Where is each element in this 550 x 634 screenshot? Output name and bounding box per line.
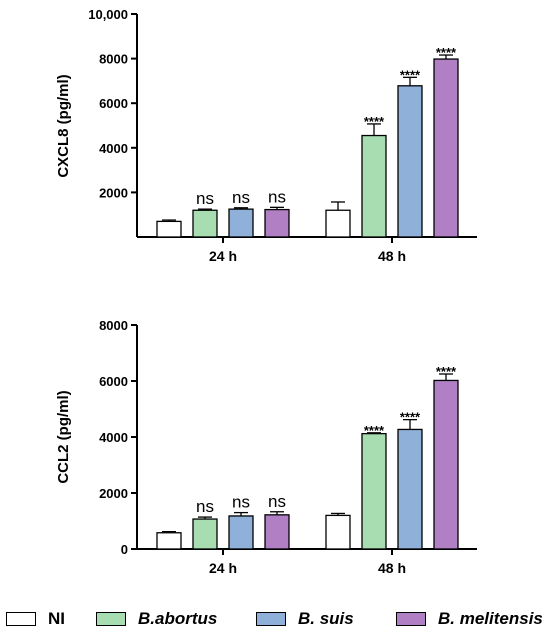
panel1-significance-label-b-abortus-24-h: ns	[196, 189, 214, 208]
panel2-x-tick-label: 48 h	[378, 560, 406, 576]
panel2-significance-label-b-melitensis-48-h: ****	[436, 364, 457, 379]
panel1-significance-label-b-abortus-48-h: ****	[364, 114, 385, 129]
panel1-y-tick-label: 2000	[99, 185, 128, 200]
panel2-y-tick-label: 8000	[99, 318, 128, 333]
panel2-significance-label-b-suis-24-h: ns	[232, 493, 250, 512]
panel2-significance-label-b-abortus-24-h: ns	[196, 497, 214, 516]
legend-label-b-abortus: B.abortus	[138, 609, 218, 628]
panel2-bar-b-melitensis-48-h	[433, 379, 459, 550]
panel2-y-axis-label: CCL2 (pg/ml)	[55, 390, 72, 483]
panel1-bar-b-suis-24-h	[228, 208, 254, 238]
legend-item-b-melitensis: B. melitensis	[396, 604, 543, 634]
legend-swatch-ni	[6, 612, 36, 626]
legend-item-b-abortus: B.abortus	[96, 604, 217, 634]
legend-label-ni: NI	[48, 609, 65, 628]
panel2-y-tick-label: 6000	[99, 374, 128, 389]
panel2-bar-b-abortus-48-h	[361, 432, 387, 550]
panel2-y-tick-label: 2000	[99, 486, 128, 501]
panel1-x-tick-label: 48 h	[378, 248, 406, 264]
panel1-y-axis-label: CXCL8 (pg/ml)	[55, 74, 72, 177]
panel1-bar-b-abortus-48-h	[361, 134, 387, 238]
legend-label-b-melitensis: B. melitensis	[438, 609, 543, 628]
panel2-bar-ni-24-h	[156, 532, 182, 550]
panel1-y-tick-label: 4000	[99, 141, 128, 156]
panel1-significance-label-b-melitensis-48-h: ****	[436, 45, 457, 60]
legend-swatch-b-abortus	[96, 612, 126, 626]
panel1-bar-b-suis-48-h	[397, 85, 423, 238]
panel2-bar-b-suis-24-h	[228, 515, 254, 550]
panel1-y-tick-label: 6000	[99, 96, 128, 111]
panel2-bar-b-suis-48-h	[397, 428, 423, 550]
panel2-y-tick-label: 0	[121, 542, 128, 557]
panel2-bar-ni-48-h	[325, 514, 351, 550]
panel1-bar-b-melitensis-48-h	[433, 58, 459, 238]
panel1-x-tick-label: 24 h	[209, 248, 237, 264]
panel1-bar-b-melitensis-24-h	[264, 208, 290, 238]
panel2-y-tick-label: 4000	[99, 430, 128, 445]
panel2-significance-label-b-suis-48-h: ****	[400, 410, 421, 425]
panel1-y-tick-label: 8000	[99, 52, 128, 67]
panel1-bar-ni-48-h	[325, 209, 351, 238]
legend-swatch-b-melitensis	[396, 612, 426, 626]
panel1-bar-ni-24-h	[156, 220, 182, 238]
panel1-significance-label-b-suis-48-h: ****	[400, 67, 421, 82]
chart-svg: 2000 4000 6000 8000 10,000 CXCL8 (pg/ml) 24 h 4…	[55, 7, 477, 576]
panel1-significance-label-b-melitensis-24-h: ns	[268, 187, 286, 206]
panel2-bar-b-abortus-24-h	[192, 518, 218, 550]
panel2-bar-b-melitensis-24-h	[264, 514, 290, 550]
panel1-significance-label-b-suis-24-h: ns	[232, 188, 250, 207]
legend-item-ni: NI	[6, 604, 65, 634]
legend: NI B.abortus B. suis B. melitensis	[0, 604, 550, 634]
panel1-y-tick-label: 10,000	[88, 7, 128, 22]
legend-swatch-b-suis	[256, 612, 286, 626]
panel1-bar-b-abortus-24-h	[192, 209, 218, 238]
legend-item-b-suis: B. suis	[256, 604, 354, 634]
panel2-x-tick-label: 24 h	[209, 560, 237, 576]
panel2-significance-label-b-melitensis-24-h: ns	[268, 492, 286, 511]
legend-label-b-suis: B. suis	[298, 609, 354, 628]
panel2-significance-label-b-abortus-48-h: ****	[364, 423, 385, 438]
